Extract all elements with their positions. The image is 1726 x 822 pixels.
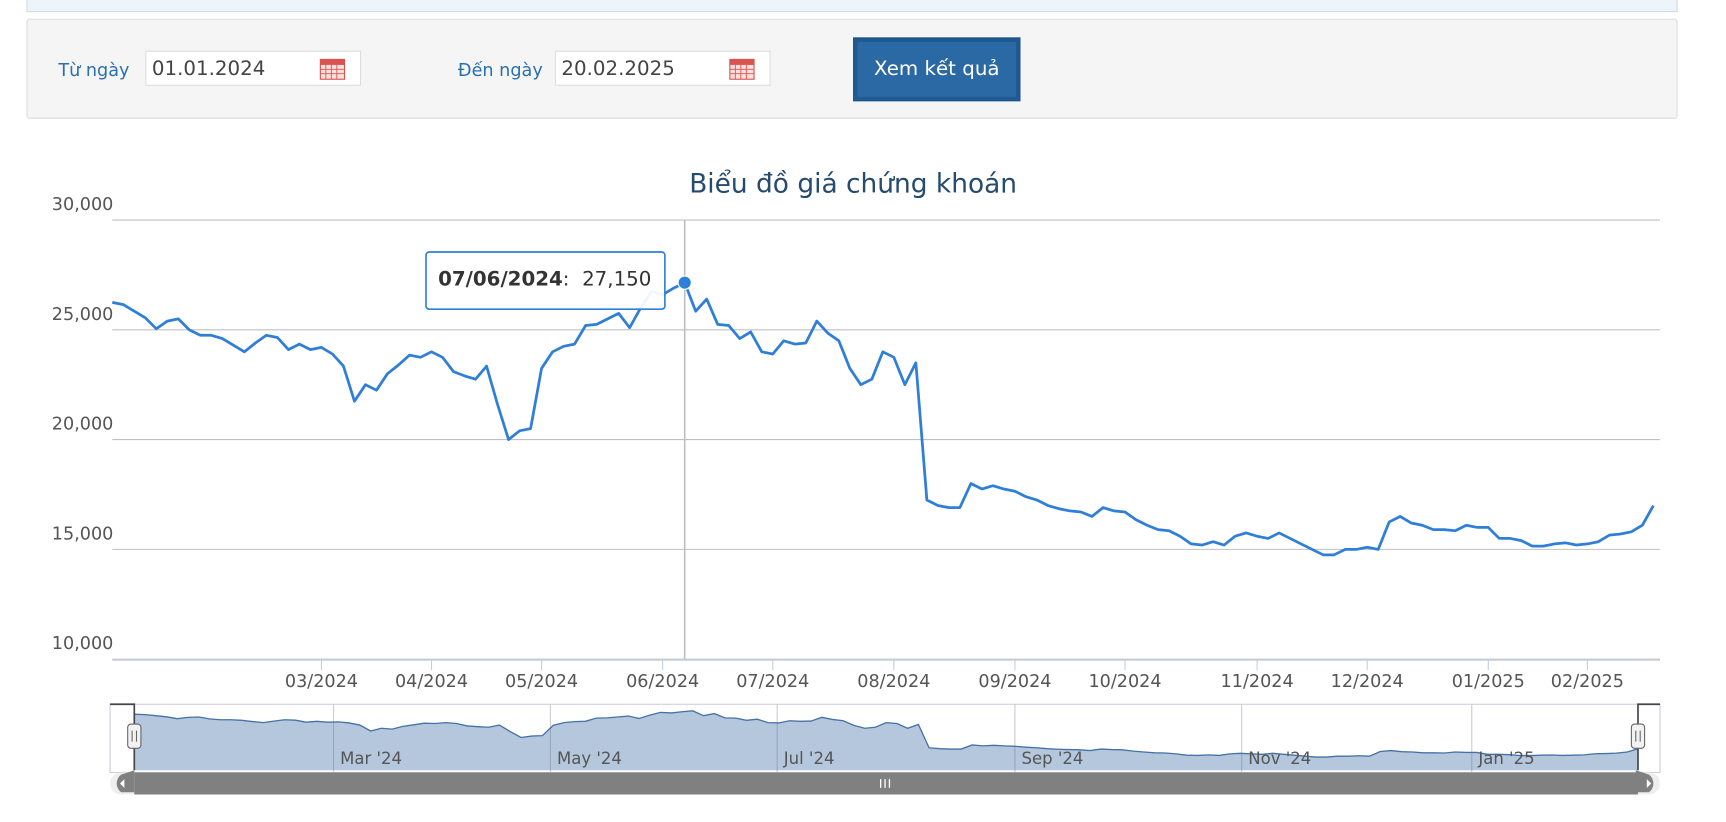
- navigator-label: May '24: [557, 749, 622, 768]
- from-value: 01.01.2024: [151, 57, 266, 81]
- y-tick-label: 30,000: [52, 195, 114, 215]
- top-bar: [26, 0, 1678, 13]
- scroll-left: [116, 770, 135, 793]
- tooltip-value: 27,150: [582, 267, 651, 290]
- calendar-icon[interactable]: [319, 56, 346, 80]
- navigator-label: Mar '24: [340, 749, 402, 768]
- handle-grip: [131, 730, 138, 742]
- y-tick-label: 25,000: [52, 305, 114, 325]
- date-form: Từ ngày 01.01.2024 Đến ngày 20.02.2025 X…: [26, 18, 1678, 119]
- hover-point: [677, 275, 692, 290]
- to-input[interactable]: 20.02.2025: [554, 50, 771, 86]
- from-label: Từ ngày: [58, 59, 130, 81]
- calendar-icon[interactable]: [729, 56, 755, 80]
- scroll-grip: [879, 779, 891, 788]
- x-tick-label: 09/2024: [978, 672, 1051, 692]
- submit-button[interactable]: Xem kết quả: [853, 37, 1021, 102]
- navigator-label: Jul '24: [783, 749, 835, 768]
- x-tick-label: 05/2024: [505, 672, 578, 692]
- x-tick-label: 04/2024: [395, 672, 468, 692]
- price-line: [112, 281, 1655, 557]
- navigator-handle: [127, 723, 142, 749]
- navigator-line: [134, 710, 1639, 758]
- to-value: 20.02.2025: [561, 57, 675, 81]
- navigator-label: Jan '25: [1477, 749, 1534, 768]
- y-tick-label: 15,000: [52, 524, 114, 544]
- y-tick-label: 10,000: [52, 634, 114, 654]
- tooltip-date: 07/06/2024: [438, 267, 563, 290]
- handle-grip: [1635, 730, 1641, 742]
- x-tick-label: 12/2024: [1331, 672, 1404, 692]
- navigator-handle: [1630, 723, 1646, 749]
- x-tick-label: 01/2025: [1452, 672, 1525, 692]
- tooltip-text: 07/06/2024: 27,150: [438, 267, 651, 290]
- tooltip-sep: :: [563, 267, 582, 290]
- chart-title: Biểu đồ giá chứng khoán: [689, 168, 1017, 199]
- scroll-right: [1635, 770, 1654, 793]
- x-tick-label: 08/2024: [857, 672, 930, 692]
- tooltip-box: [425, 251, 666, 311]
- x-tick-label: 06/2024: [626, 672, 699, 692]
- x-tick-label: 10/2024: [1088, 672, 1161, 692]
- to-label: Đến ngày: [457, 59, 543, 81]
- scrollbar-thumb: [134, 772, 1638, 795]
- from-input[interactable]: 01.01.2024: [145, 50, 362, 86]
- x-tick-label: 03/2024: [285, 672, 358, 692]
- navigator-label: Sep '24: [1022, 749, 1084, 768]
- y-tick-label: 20,000: [52, 415, 114, 435]
- x-tick-label: 11/2024: [1221, 672, 1294, 692]
- x-tick-label: 02/2025: [1551, 672, 1624, 692]
- navigator-area: [134, 710, 1638, 771]
- navigator-label: Nov '24: [1248, 749, 1311, 768]
- x-tick-label: 07/2024: [736, 672, 809, 692]
